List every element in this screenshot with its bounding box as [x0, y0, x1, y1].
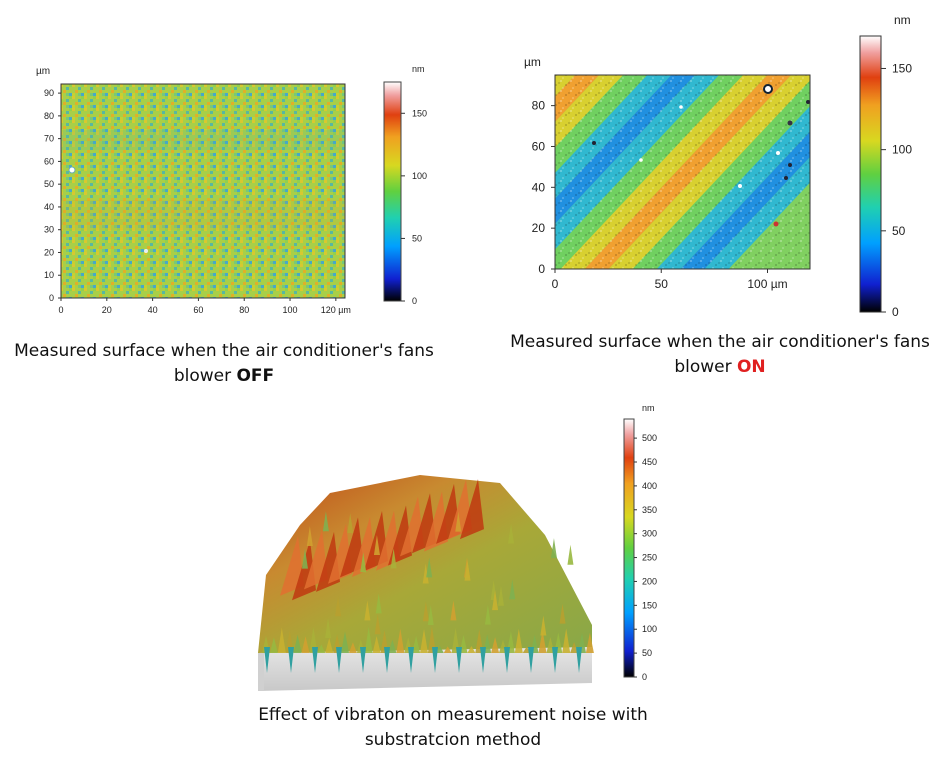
colorbar-ticks: 0 50 100 150 200 250 300 350 400 450 500 [634, 433, 657, 682]
x-tick-label: 50 [655, 277, 669, 291]
y-tick-label: 90 [44, 88, 54, 98]
colorbar-tick-label: 250 [642, 553, 657, 563]
colorbar: nm 0 50 100 150 200 250 300 350 400 450 500 [623, 403, 657, 682]
y-tick-label: 60 [532, 139, 546, 153]
x-tick-label: 100 [283, 305, 298, 315]
x-tick-label: 100 µm [747, 277, 787, 291]
caption-on-text: Measured surface when the air conditione… [510, 332, 930, 377]
colorbar-tick-label: 200 [642, 576, 657, 586]
state-on: ON [736, 357, 766, 377]
x-tick-label: 0 [552, 277, 559, 291]
state-off: OFF [236, 366, 275, 386]
colorbar-tick-label: 100 [642, 624, 657, 634]
colorbar-tick-label: 0 [412, 296, 417, 306]
colorbar-tick-label: 400 [642, 481, 657, 491]
y-tick-label: 80 [44, 111, 54, 121]
y-tick-label: 20 [44, 247, 54, 257]
colorbar-tick-label: 300 [642, 529, 657, 539]
caption-3d: Effect of vibraton on measurement noise … [258, 705, 648, 750]
y-tick-label: 30 [44, 225, 54, 235]
plot-area [60, 83, 346, 299]
colorbar-tick-label: 450 [642, 457, 657, 467]
x-tick-label: 0 [58, 305, 63, 315]
y-tick-label: 20 [532, 221, 546, 235]
caption-on: Measured surface when the air conditione… [500, 330, 940, 380]
colorbar-tick-label: 50 [892, 224, 906, 238]
surface-render [258, 475, 594, 691]
x-tick-label: 20 [102, 305, 112, 315]
y-tick-label: 70 [44, 134, 54, 144]
colorbar-unit: nm [894, 13, 911, 27]
colorbar-unit: nm [642, 403, 655, 413]
plot-area [554, 74, 811, 270]
y-tick-label: 50 [44, 179, 54, 189]
y-tick-label: 0 [49, 293, 54, 303]
colorbar-tick-label: 350 [642, 505, 657, 515]
colorbar: nm 0 50 100 150 [383, 64, 427, 306]
surface-3d: nm 0 50 100 150 200 250 300 350 400 450 500 [258, 403, 657, 691]
colorbar-tick-label: 0 [642, 672, 647, 682]
y-tick-label: 40 [532, 180, 546, 194]
x-tick-label: 80 [239, 305, 249, 315]
caption-off: Measured surface when the air conditione… [0, 339, 448, 389]
colorbar-unit: nm [412, 64, 425, 74]
colorbar-tick-label: 150 [892, 61, 912, 75]
y-tick-label: 0 [538, 262, 545, 276]
y-tick-label: 60 [44, 156, 54, 166]
colorbar-tick-label: 50 [642, 648, 652, 658]
surface-map-on: µm 0 20 40 60 80 0 50 100 µm [524, 13, 912, 319]
colorbar-ticks: 0 50 100 150 [881, 61, 912, 319]
y-unit-label: µm [36, 66, 50, 77]
y-axis-ticks: 0 20 40 60 80 [532, 99, 555, 276]
x-tick-label: 60 [193, 305, 203, 315]
y-tick-label: 10 [44, 270, 54, 280]
colorbar: nm 0 50 100 150 [859, 13, 912, 319]
colorbar-tick-label: 500 [642, 433, 657, 443]
colorbar-tick-label: 50 [412, 233, 422, 243]
x-tick-label: 120 µm [321, 305, 351, 315]
colorbar-ticks: 0 50 100 150 [401, 108, 427, 306]
y-unit-label: µm [524, 55, 541, 69]
x-axis-ticks: 0 20 40 60 80 100 120 µm [58, 298, 351, 315]
colorbar-tick-label: 100 [892, 143, 912, 157]
caption-off-text: Measured surface when the air conditione… [14, 341, 434, 386]
surface-map-off: µm 0 10 20 30 40 50 60 70 80 90 0 20 40 60 80 100 120 µ… [36, 64, 427, 315]
y-tick-label: 40 [44, 202, 54, 212]
x-axis-ticks: 0 50 100 µm [552, 269, 788, 291]
colorbar-tick-label: 150 [642, 600, 657, 610]
colorbar-tick-label: 100 [412, 171, 427, 181]
y-tick-label: 80 [532, 99, 546, 113]
colorbar-tick-label: 150 [412, 108, 427, 118]
y-axis-ticks: 0 10 20 30 40 50 60 70 80 90 [44, 88, 61, 303]
colorbar-tick-label: 0 [892, 305, 899, 319]
x-tick-label: 40 [148, 305, 158, 315]
